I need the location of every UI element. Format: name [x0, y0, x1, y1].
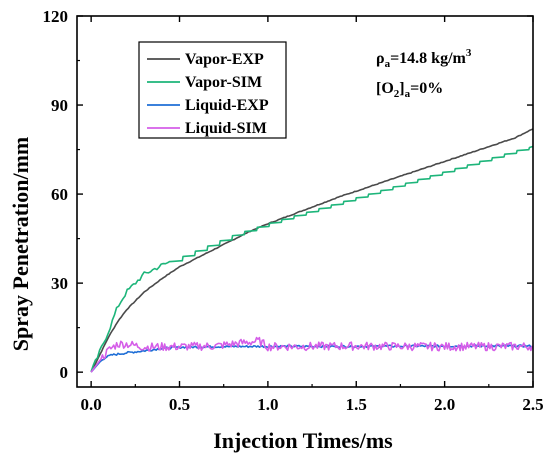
density-annotation: ρa=14.8 kg/m3: [376, 47, 472, 70]
plot-frame: [76, 15, 534, 388]
y-axis-title: Spray Penetration/mm: [8, 137, 33, 351]
legend: Vapor-EXP Vapor-SIM Liquid-EXP Liquid-SIM: [138, 41, 287, 139]
legend-label-liquid-exp: Liquid-EXP: [185, 97, 269, 114]
series-line-vapor-exp: [90, 128, 534, 373]
axes-layer: 0.0 0.5 1.0 1.5 2.0 2.5 0 30 60 90 120: [43, 7, 544, 414]
x-tick-label: 0.0: [81, 395, 102, 414]
legend-label-liquid-sim: Liquid-SIM: [185, 120, 267, 137]
x-tick-label: 1.0: [257, 395, 278, 414]
x-tick-label: 0.5: [169, 395, 190, 414]
condition-annotation: ρa=14.8 kg/m3 [O2]a=0%: [376, 47, 472, 100]
x-axis-title: Injection Times/ms: [213, 428, 393, 453]
legend-label-vapor-sim: Vapor-SIM: [185, 74, 262, 91]
x-tick-label: 1.5: [346, 395, 367, 414]
legend-box: [138, 41, 287, 139]
x-tick-label: 2.5: [522, 395, 543, 414]
legend-label-vapor-exp: Vapor-EXP: [185, 51, 264, 68]
series-line-liquid-sim: [90, 336, 534, 373]
series-layer: [90, 128, 534, 373]
y-tick-label: 30: [51, 274, 68, 293]
oxygen-annotation: [O2]a=0%: [376, 80, 443, 100]
y-tick-label: 60: [51, 185, 68, 204]
y-tick-label: 120: [43, 7, 69, 26]
series-line-vapor-sim: [90, 145, 534, 372]
y-tick-label: 90: [51, 96, 68, 115]
y-tick-label: 0: [60, 363, 69, 382]
x-tick-label: 2.0: [434, 395, 455, 414]
